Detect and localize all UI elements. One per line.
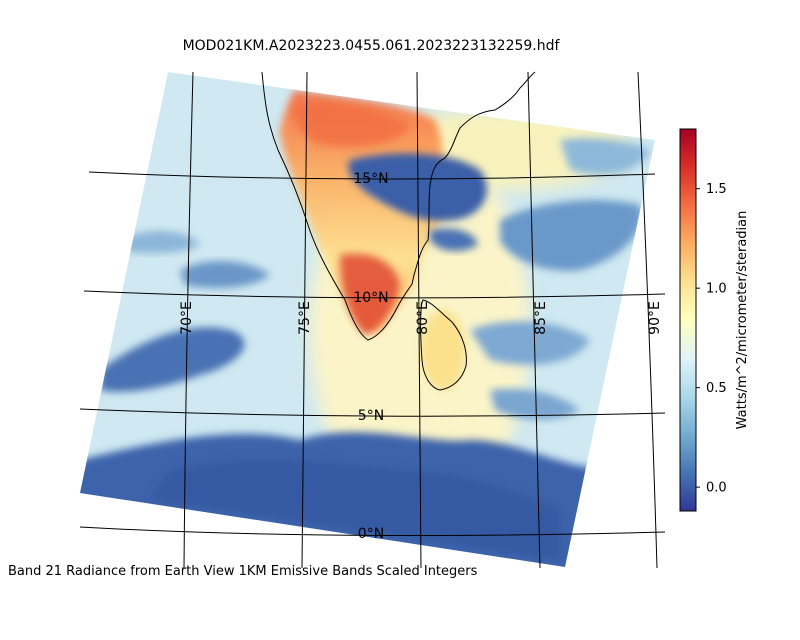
colorbar-ticks: 0.0 0.5 1.0 1.5: [696, 182, 727, 495]
lon-label-85e: 85°E: [533, 301, 549, 335]
lat-label-15n: 15°N: [353, 171, 388, 187]
lon-label-80e: 80°E: [415, 301, 431, 335]
colorbar: 0.0 0.5 1.0 1.5 Watts/m^2/micrometer/sterad…: [680, 129, 750, 511]
figure-caption: Band 21 Radiance from Earth View 1KM Emi…: [8, 564, 478, 579]
lat-label-10n: 10°N: [353, 290, 388, 306]
colorbar-bar: [680, 129, 696, 511]
colorbar-tick-label: 1.5: [706, 182, 727, 197]
figure-title: MOD021KM.A2023223.0455.061.2023223132259…: [183, 38, 561, 54]
lat-label-5n: 5°N: [358, 408, 384, 424]
lon-label-90e: 90°E: [647, 301, 663, 335]
lon-label-70e: 70°E: [179, 301, 195, 335]
colorbar-tick-label: 0.0: [706, 481, 727, 496]
radiance-swath: [60, 72, 655, 580]
lat-label-0n: 0°N: [358, 526, 384, 542]
colorbar-tick-label: 1.0: [706, 282, 727, 297]
colorbar-label: Watts/m^2/micrometer/steradian: [735, 211, 750, 430]
colorbar-tick-label: 0.5: [706, 381, 727, 396]
lon-label-75e: 75°E: [297, 301, 313, 335]
